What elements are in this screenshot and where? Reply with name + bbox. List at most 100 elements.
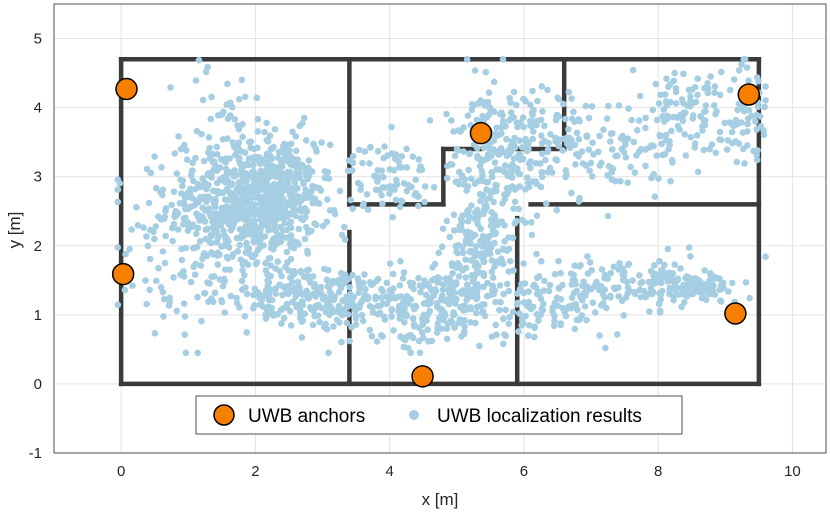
localization-point bbox=[577, 261, 584, 269]
y-tick-label: -1 bbox=[29, 445, 42, 462]
localization-point bbox=[282, 209, 289, 217]
localization-point bbox=[500, 290, 507, 298]
localization-point bbox=[230, 141, 237, 148]
localization-point bbox=[187, 203, 195, 210]
localization-point bbox=[493, 124, 500, 131]
localization-point bbox=[702, 281, 709, 289]
localization-point bbox=[488, 268, 496, 276]
localization-point bbox=[459, 249, 467, 257]
localization-point bbox=[160, 313, 167, 320]
localization-point bbox=[619, 265, 627, 273]
localization-point bbox=[368, 333, 376, 340]
localization-point bbox=[588, 103, 596, 110]
localization-point bbox=[732, 138, 739, 145]
localization-point bbox=[518, 280, 525, 288]
localization-point bbox=[388, 294, 396, 302]
localization-point bbox=[388, 306, 396, 313]
localization-point bbox=[287, 189, 295, 196]
localization-point bbox=[205, 298, 212, 306]
x-axis-label: x [m] bbox=[422, 490, 459, 509]
localization-point bbox=[260, 204, 268, 211]
localization-point bbox=[212, 210, 220, 218]
localization-point bbox=[396, 203, 404, 211]
localization-point bbox=[364, 206, 372, 213]
localization-point bbox=[396, 315, 404, 322]
localization-point bbox=[537, 160, 544, 167]
localization-point bbox=[484, 279, 491, 287]
localization-point bbox=[615, 284, 622, 291]
localization-point bbox=[415, 274, 422, 282]
localization-point bbox=[400, 343, 408, 351]
localization-point bbox=[247, 195, 254, 203]
localization-point bbox=[189, 177, 197, 185]
localization-point bbox=[460, 148, 467, 155]
localization-point bbox=[687, 93, 694, 100]
localization-point bbox=[710, 102, 718, 109]
localization-point bbox=[557, 269, 564, 277]
localization-point bbox=[213, 227, 220, 235]
localization-point bbox=[711, 89, 718, 96]
localization-point bbox=[150, 228, 157, 236]
localization-point bbox=[209, 187, 217, 195]
localization-point bbox=[538, 258, 545, 265]
localization-point bbox=[598, 159, 605, 167]
localization-point bbox=[188, 168, 196, 175]
localization-point bbox=[372, 186, 380, 193]
localization-point bbox=[679, 112, 687, 120]
localization-point bbox=[762, 253, 769, 260]
localization-point bbox=[518, 322, 525, 329]
localization-point bbox=[178, 256, 186, 264]
localization-point bbox=[390, 327, 397, 334]
localization-point bbox=[491, 159, 499, 166]
localization-point bbox=[312, 293, 320, 300]
localization-point bbox=[245, 161, 252, 169]
localization-point bbox=[752, 118, 759, 125]
localization-point bbox=[694, 75, 701, 82]
localization-point bbox=[384, 152, 391, 159]
localization-point bbox=[631, 169, 639, 176]
localization-point bbox=[383, 300, 391, 308]
localization-point bbox=[454, 249, 462, 257]
localization-point bbox=[425, 338, 432, 345]
localization-point bbox=[649, 106, 657, 114]
localization-point bbox=[194, 293, 201, 301]
localization-point bbox=[184, 219, 192, 226]
x-tick-label: 4 bbox=[385, 463, 393, 480]
localization-point bbox=[434, 320, 442, 327]
localization-point bbox=[243, 239, 250, 247]
localization-point bbox=[204, 225, 211, 233]
localization-point bbox=[599, 300, 607, 307]
localization-point bbox=[407, 349, 414, 357]
localization-point bbox=[361, 271, 368, 278]
localization-point bbox=[158, 164, 165, 171]
localization-point bbox=[386, 260, 394, 267]
localization-point bbox=[222, 159, 230, 166]
localization-point bbox=[286, 240, 294, 248]
localization-point bbox=[239, 121, 246, 128]
localization-point bbox=[482, 68, 490, 76]
localization-point bbox=[474, 220, 482, 228]
localization-point bbox=[499, 121, 507, 128]
localization-point bbox=[520, 123, 528, 131]
localization-point bbox=[303, 223, 310, 231]
localization-point bbox=[726, 119, 733, 126]
localization-point bbox=[403, 145, 410, 153]
localization-point bbox=[490, 78, 498, 86]
localization-point bbox=[347, 299, 354, 307]
localization-point bbox=[479, 243, 486, 250]
localization-point bbox=[575, 116, 582, 123]
localization-point bbox=[225, 244, 233, 251]
localization-point bbox=[122, 250, 129, 258]
localization-point bbox=[527, 164, 534, 172]
localization-point bbox=[672, 88, 680, 96]
localization-point bbox=[603, 115, 611, 122]
localization-point bbox=[550, 322, 558, 330]
localization-point bbox=[656, 257, 663, 265]
localization-point bbox=[461, 328, 468, 335]
localization-point bbox=[516, 310, 523, 317]
localization-point bbox=[262, 311, 269, 318]
localization-point bbox=[549, 308, 556, 315]
localization-point bbox=[299, 120, 306, 127]
localization-point bbox=[318, 139, 325, 146]
localization-point bbox=[225, 207, 233, 215]
